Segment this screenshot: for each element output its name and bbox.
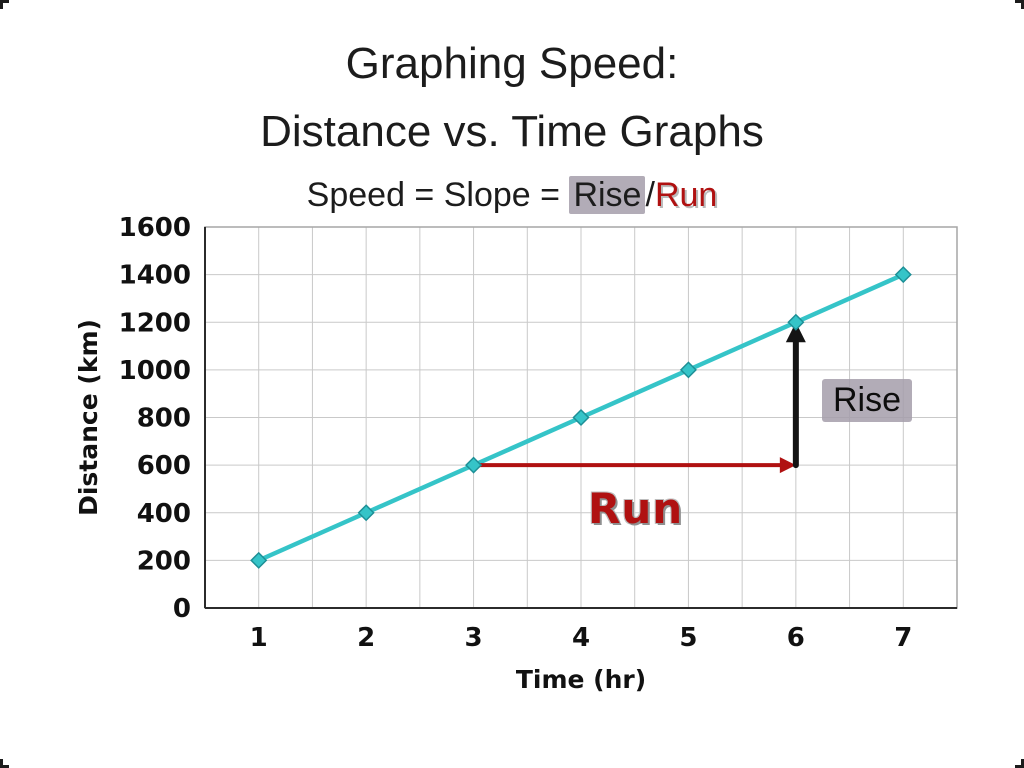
run-annotation-label: Run (588, 484, 684, 533)
title-line-2: Distance vs. Time Graphs (260, 107, 764, 156)
y-tick-label: 600 (137, 451, 191, 481)
x-tick-label: 3 (465, 623, 483, 653)
y-tick-label: 400 (137, 499, 191, 529)
x-tick-label: 1 (250, 623, 268, 653)
x-tick-label: 7 (894, 623, 912, 653)
corner-mark-top-left (0, 0, 9, 9)
data-point-marker (679, 361, 697, 379)
x-axis-title: Time (hr) (516, 665, 646, 694)
x-tick-label: 2 (357, 623, 375, 653)
data-point-marker (787, 313, 805, 331)
data-point-marker (357, 504, 375, 522)
slide-title: Graphing Speed: Distance vs. Time Graphs (0, 30, 1024, 166)
run-arrow-head (779, 457, 796, 474)
y-tick-label: 200 (137, 546, 191, 576)
x-tick-label: 5 (679, 623, 697, 653)
x-tick-label: 4 (572, 623, 590, 653)
data-point-marker (894, 266, 912, 284)
y-axis-title: Distance (km) (74, 319, 103, 516)
subtitle-rise-highlight: Rise (569, 176, 646, 214)
y-tick-label: 0 (173, 594, 191, 624)
corner-mark-top-right (1015, 0, 1024, 9)
slide-subtitle: Speed = Slope = Rise/Run (0, 176, 1024, 215)
x-tick-label: 6 (787, 623, 805, 653)
y-tick-label: 1200 (119, 308, 191, 338)
data-point-marker (250, 551, 268, 569)
rise-annotation-label: Rise (822, 379, 913, 422)
y-tick-label: 1400 (119, 261, 191, 291)
y-tick-label: 800 (137, 404, 191, 434)
y-tick-label: 1000 (119, 356, 191, 386)
subtitle-slash: / (645, 176, 655, 214)
data-point-marker (572, 408, 590, 427)
corner-mark-bottom-left (0, 759, 9, 768)
y-tick-label: 1600 (119, 213, 191, 243)
data-point-marker (465, 456, 483, 474)
subtitle-run: Run (654, 176, 718, 214)
subtitle-prefix: Speed = Slope = (306, 176, 570, 214)
title-line-1: Graphing Speed: (345, 39, 679, 88)
rise-arrow-head (785, 322, 806, 343)
corner-mark-bottom-right (1015, 759, 1024, 768)
